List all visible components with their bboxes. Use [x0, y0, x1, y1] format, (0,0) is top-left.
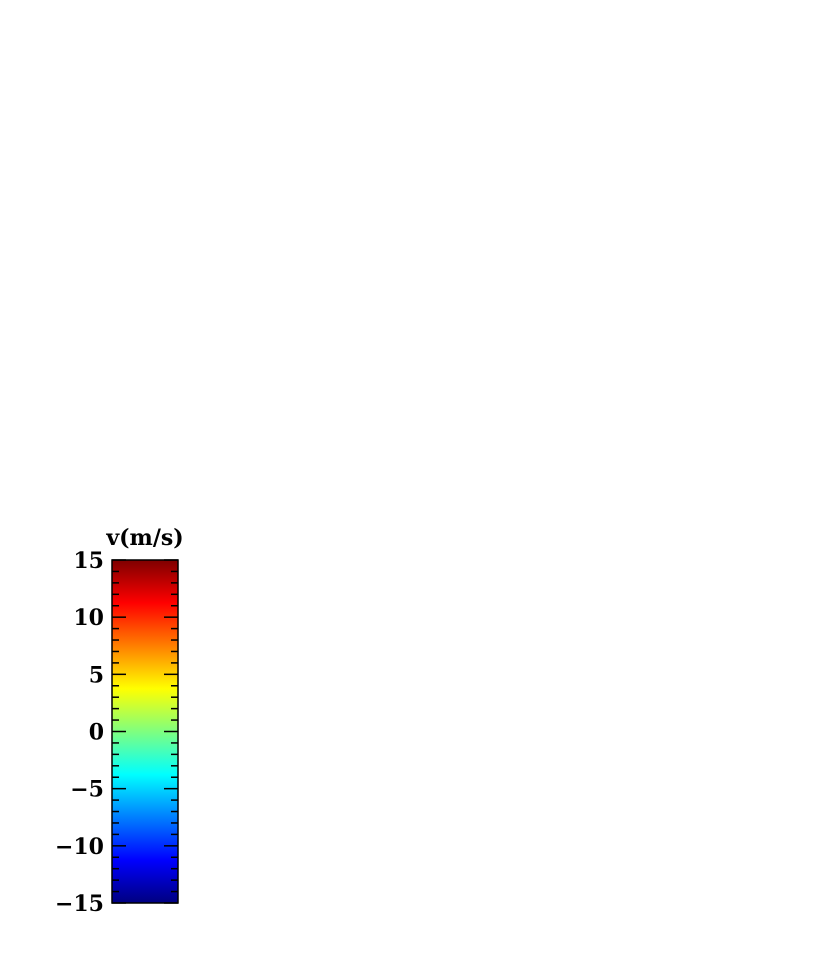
colorbar-tick-label: 5 [89, 662, 104, 688]
colorbar-tick-label: −5 [70, 777, 104, 803]
colorbar-tick-label: −10 [55, 834, 104, 860]
colorbar-tick-label: 15 [73, 548, 104, 574]
radial-axis: 0.70.80.91.00.70.80.91.0 [773, 0, 830, 964]
colorbar-label: v(m/s) [105, 525, 183, 551]
colorbar: v(m/s) 15 10 5 0 −5 −10 −15 [55, 525, 184, 917]
colorbar-tick-label: −15 [55, 891, 104, 917]
colorbar-tick-label: 0 [89, 720, 104, 746]
colorbar-ticks: 15 10 5 0 −5 −10 −15 [55, 548, 178, 917]
colorbar-tick-label: 10 [73, 605, 104, 631]
